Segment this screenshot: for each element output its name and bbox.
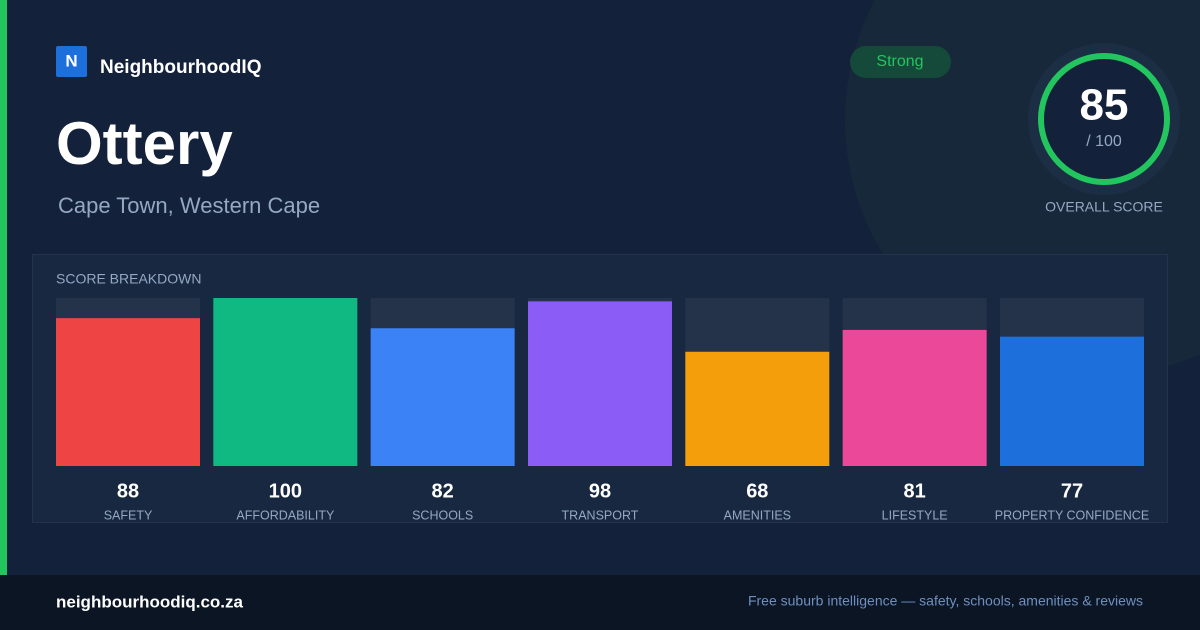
bar-value: 100 bbox=[269, 480, 302, 502]
bar bbox=[842, 329, 987, 466]
bar-label: SCHOOLS bbox=[412, 508, 473, 522]
suburb-location: Cape Town, Western Cape bbox=[58, 193, 320, 218]
bar-label: LIFESTYLE bbox=[882, 508, 948, 522]
logo-letter: N bbox=[65, 51, 77, 70]
bar bbox=[213, 298, 358, 466]
logo-box bbox=[56, 46, 87, 77]
bar-label: PROPERTY CONFIDENCE bbox=[995, 508, 1149, 522]
bar bbox=[527, 301, 672, 466]
accent-stripe bbox=[0, 0, 7, 575]
overall-max: / 100 bbox=[1086, 133, 1122, 150]
brand-name: NeighbourhoodIQ bbox=[100, 57, 261, 78]
bar-value: 82 bbox=[432, 480, 454, 502]
bar bbox=[685, 351, 830, 466]
gauge-ring bbox=[1038, 53, 1170, 185]
suburb-title: Ottery bbox=[56, 110, 233, 177]
bar bbox=[999, 336, 1144, 466]
bar-label: AMENITIES bbox=[724, 508, 791, 522]
bar-value: 77 bbox=[1061, 480, 1083, 502]
footer bbox=[0, 575, 1200, 630]
bar-label: AFFORDABILITY bbox=[236, 508, 335, 522]
bar bbox=[370, 328, 515, 466]
bar-value: 88 bbox=[117, 480, 139, 502]
bar-value: 98 bbox=[589, 480, 611, 502]
overall-score: 85 bbox=[1080, 81, 1129, 130]
overall-label: OVERALL SCORE bbox=[1045, 199, 1163, 215]
footer-site: neighbourhoodiq.co.za bbox=[56, 592, 244, 611]
bar-value: 68 bbox=[746, 480, 768, 502]
bar-label: SAFETY bbox=[104, 508, 153, 522]
bar bbox=[56, 318, 200, 466]
footer-tagline: Free suburb intelligence — safety, schoo… bbox=[748, 593, 1143, 609]
badge-text: Strong bbox=[876, 53, 923, 70]
breakdown-title: SCORE BREAKDOWN bbox=[56, 271, 201, 287]
bar-label: TRANSPORT bbox=[562, 508, 639, 522]
badge bbox=[850, 46, 951, 78]
bar-value: 81 bbox=[904, 480, 926, 502]
